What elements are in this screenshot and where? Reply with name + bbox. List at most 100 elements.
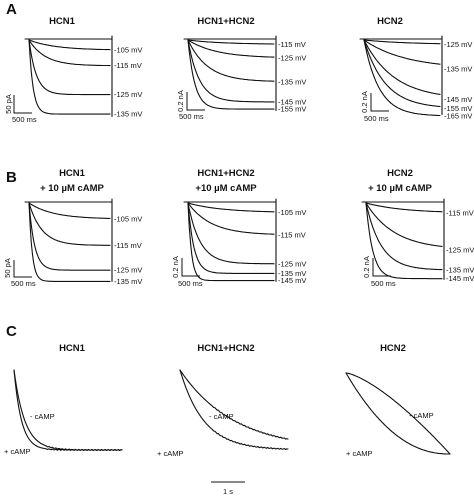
scale-time-label: 500 ms: [11, 279, 36, 288]
panel-c-hcn1: HCN1 - cAMP + cAMP: [4, 343, 123, 456]
voltage-label: -165 mV: [444, 112, 472, 121]
voltage-label: -125 mV: [114, 266, 142, 275]
current-trace: [363, 39, 441, 95]
current-trace: [187, 39, 275, 103]
current-trace: [28, 39, 111, 96]
scale-bar: [13, 95, 32, 114]
panel-title: HCN1: [59, 343, 86, 354]
panel-title: HCN1: [59, 168, 86, 179]
scale-time-label: 500 ms: [178, 279, 203, 288]
voltage-label: -105 mV: [114, 46, 142, 55]
scale-current-label: 50 pA: [4, 94, 13, 114]
voltage-label: -145 mV: [278, 97, 306, 106]
current-trace: [28, 39, 111, 51]
voltage-label: -115 mV: [114, 61, 142, 70]
label-minus-camp: - cAMP: [30, 412, 55, 421]
label-minus-camp: - cAMP: [409, 411, 434, 420]
panel-subtitle: +10 µM cAMP: [195, 183, 257, 194]
scale-current-label: 50 pA: [3, 258, 12, 278]
voltage-label: -115 mV: [278, 40, 306, 49]
voltage-label: -115 mV: [278, 231, 306, 240]
voltage-label: -145 mV: [278, 276, 306, 285]
current-trace: [365, 202, 443, 271]
scale-current-label: 0.2 nA: [171, 256, 180, 278]
current-trace: [187, 202, 275, 265]
current-trace: [187, 202, 275, 282]
panel-b-hcn1-camp: HCN1 + 10 µM cAMP -105 mV -115 mV -125 mV -…: [3, 168, 142, 288]
voltage-label: -125 mV: [278, 54, 306, 63]
voltage-label: -105 mV: [278, 208, 306, 217]
current-trace: [365, 202, 443, 280]
trace-plus-camp: [345, 372, 451, 455]
panel-title: HCN1+HCN2: [197, 168, 254, 179]
voltage-label: -135 mV: [444, 64, 472, 73]
voltage-label: -125 mV: [278, 259, 306, 268]
voltage-label: -135 mV: [446, 266, 474, 275]
time-scale-bar-c: 1 s: [211, 481, 245, 496]
current-trace: [187, 39, 275, 45]
panel-title: HCN1: [49, 16, 76, 27]
scale-bar: [372, 258, 391, 277]
label-minus-camp: - cAMP: [209, 412, 234, 421]
scale-time-label: 500 ms: [371, 279, 396, 288]
current-trace: [28, 39, 111, 115]
section-letter-c: C: [6, 323, 17, 340]
scale-bar: [13, 260, 32, 278]
current-trace: [365, 202, 443, 247]
current-trace: [363, 39, 441, 45]
voltage-label: -155 mV: [444, 104, 472, 113]
current-trace: [365, 202, 443, 213]
scale-current-label: 0.2 nA: [176, 90, 185, 112]
scale-time-label: 500 ms: [364, 114, 389, 123]
voltage-label: -135 mV: [278, 269, 306, 278]
voltage-label: -125 mV: [446, 245, 474, 254]
current-trace: [28, 202, 111, 246]
scale-bar: [186, 92, 205, 111]
scale-bar: [370, 93, 389, 112]
voltage-label: -125 mV: [444, 40, 472, 49]
voltage-label: -105 mV: [114, 215, 142, 224]
scale-current-label: 0.2 nA: [362, 256, 371, 278]
panel-b-hcn1-hcn2-camp: HCN1+HCN2 +10 µM cAMP -105 mV -115 mV -125…: [171, 168, 306, 288]
panel-a-hcn2: HCN2 -125 mV -135 mV -145 mV-155 mV-165 mV…: [359, 16, 472, 123]
voltage-label: -135 mV: [114, 110, 142, 119]
scale-time-label: 1 s: [223, 487, 233, 496]
label-plus-camp: + cAMP: [157, 449, 183, 458]
label-plus-camp: + cAMP: [4, 447, 30, 456]
voltage-label: -125 mV: [114, 90, 142, 99]
voltage-label: -115 mV: [114, 241, 142, 250]
current-trace: [28, 202, 111, 219]
trace-minus-camp: [345, 372, 451, 455]
current-trace: [28, 202, 111, 282]
panel-title: HCN2: [377, 16, 403, 27]
trace-minus-camp: [179, 369, 289, 440]
panel-title: HCN1+HCN2: [197, 16, 254, 27]
panel-a-hcn1: HCN1 -105 mV-115 mV-125 mV-135 mV 50 pA …: [4, 16, 142, 124]
voltage-label: -115 mV: [446, 209, 474, 218]
current-trace: [363, 39, 441, 65]
scale-bar: [181, 258, 200, 277]
scale-time-label: 500 ms: [179, 112, 204, 121]
current-trace: [187, 202, 275, 213]
voltage-label: -135 mV: [278, 77, 306, 86]
voltage-label: -145 mV: [444, 95, 472, 104]
scale-time-label: 500 ms: [12, 115, 37, 124]
panel-title: HCN2: [380, 343, 406, 354]
section-letter-a: A: [6, 1, 17, 18]
current-trace: [187, 39, 275, 82]
section-letter-b: B: [6, 169, 17, 186]
current-trace: [187, 202, 275, 274]
trace-minus-camp: [13, 369, 123, 452]
current-trace: [187, 202, 275, 235]
voltage-label: -145 mV: [446, 274, 474, 283]
voltage-label: -135 mV: [114, 277, 142, 286]
panel-title: HCN1+HCN2: [197, 343, 254, 354]
voltage-label: -155 mV: [278, 105, 306, 114]
panel-subtitle: + 10 µM cAMP: [40, 183, 104, 194]
panel-b-hcn2-camp: HCN2 + 10 µM cAMP -115 mV -125 mV -135 mV-…: [361, 168, 474, 288]
label-plus-camp: + cAMP: [346, 449, 372, 458]
panel-title: HCN2: [387, 168, 413, 179]
panel-subtitle: + 10 µM cAMP: [368, 183, 432, 194]
current-trace: [28, 39, 111, 67]
